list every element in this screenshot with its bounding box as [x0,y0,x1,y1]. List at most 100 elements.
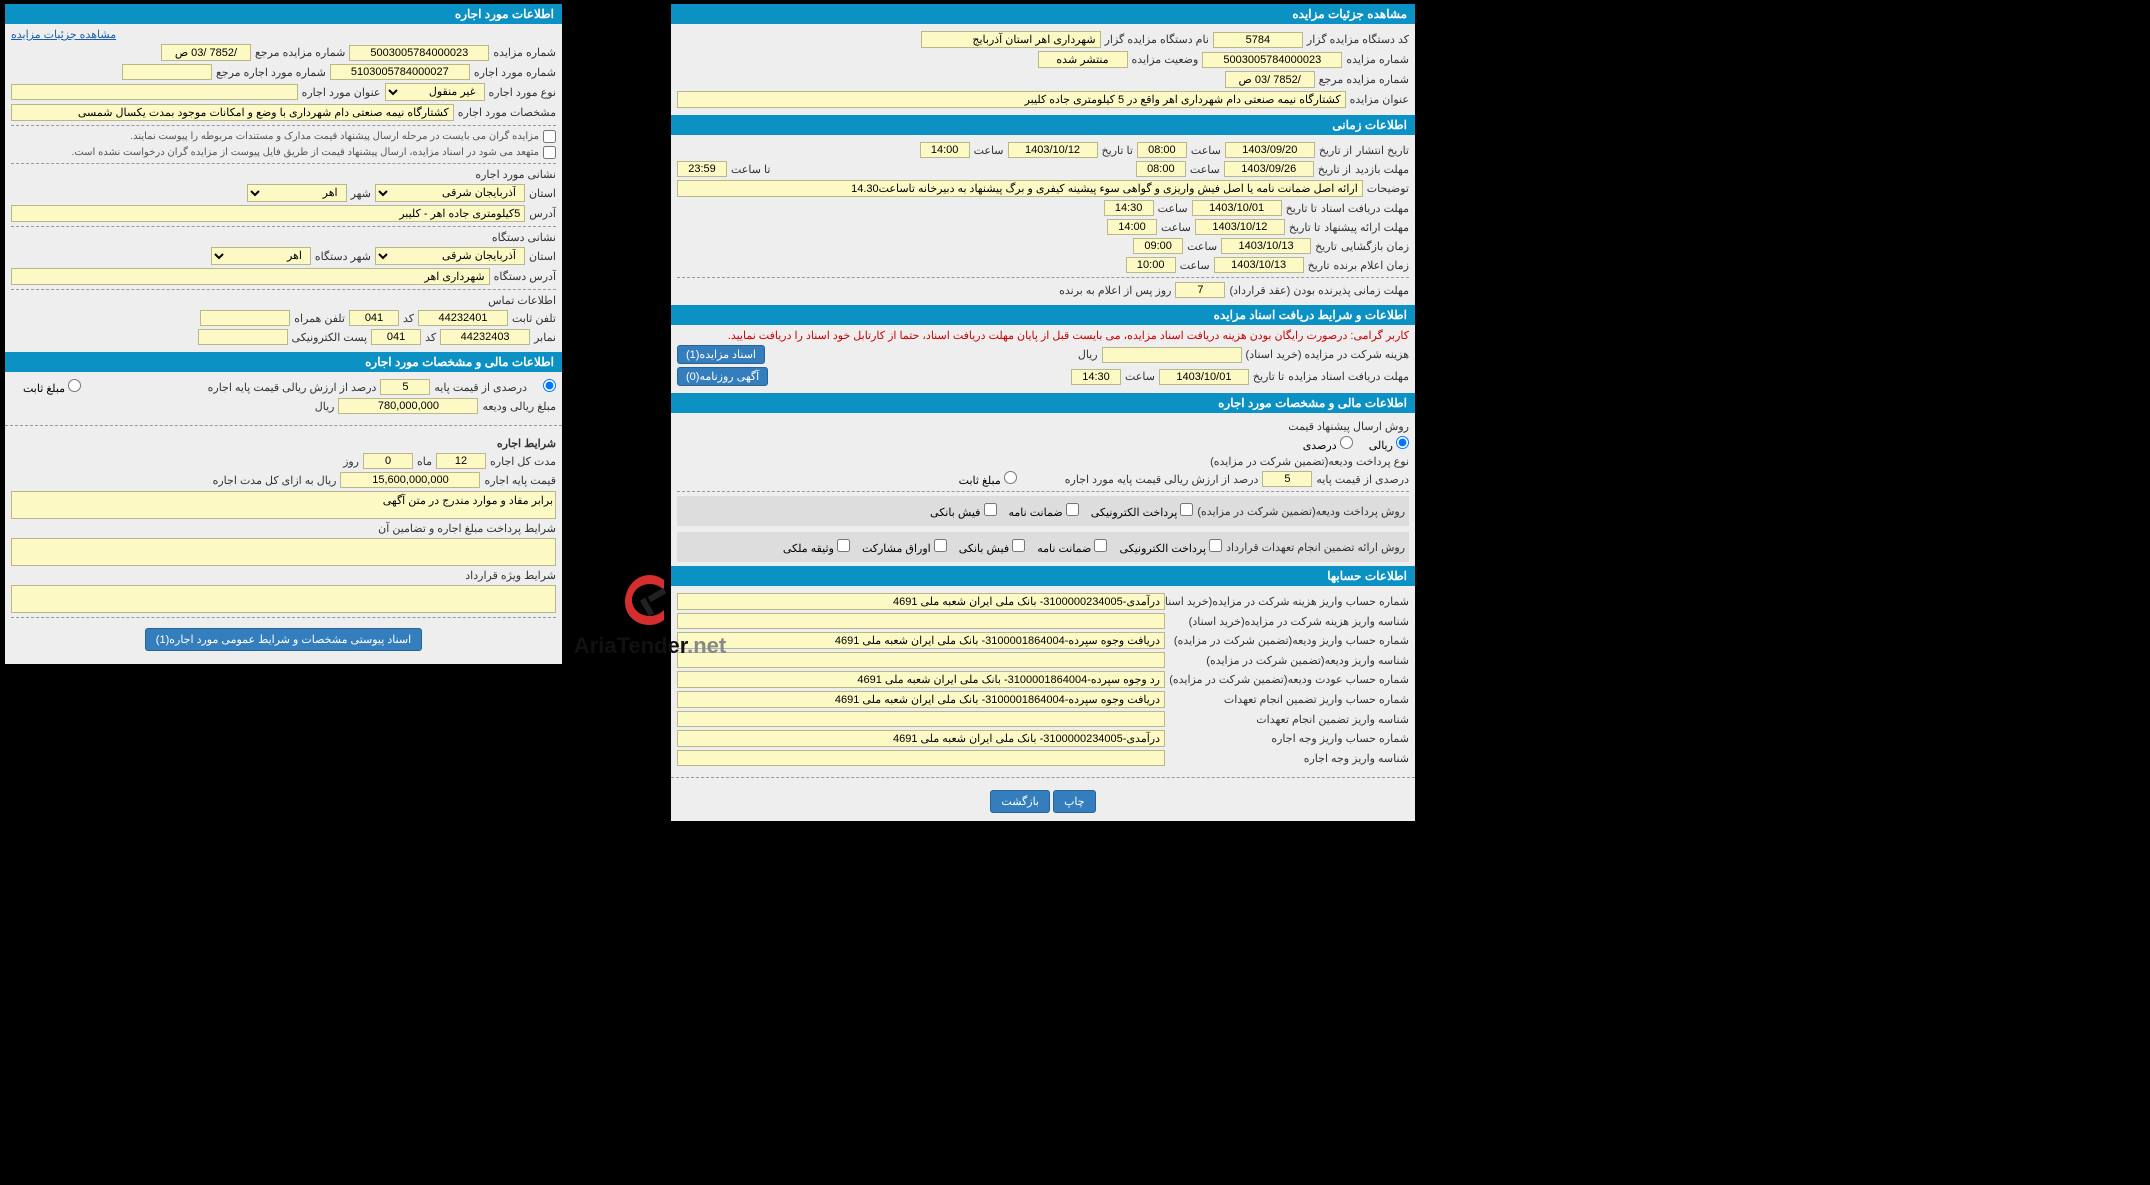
fld-auction-num: 5003005784000023 [1202,52,1342,68]
fld-title: کشتارگاه نیمه صنعتی دام شهرداری اهر واقع… [677,91,1346,108]
fld-doc-to-t: 14:30 [1104,200,1154,216]
fld-open-t: 09:00 [1133,238,1183,254]
lbl-winner: زمان اعلام برنده [1334,259,1409,272]
btn-attach[interactable]: اسناد پیوستی مشخصات و شرایط عمومی مورد ا… [145,628,422,651]
lbl-doc: مهلت دریافت اسناد [1321,202,1409,215]
lbl-status: وضعیت مزایده [1132,53,1199,66]
fld-tel: 44232401 [418,310,508,326]
fld-fax-code: 041 [371,329,421,345]
ta-paycond[interactable] [11,538,556,566]
header-time: اطلاعات زمانی [671,115,1415,135]
chk-guar[interactable]: ضمانت نامه [1009,503,1079,519]
btn-news[interactable]: آگهی روزنامه(0) [677,367,768,386]
lbl-l-title: عنوان مورد اجاره [302,86,381,99]
fld-code: 041 [349,310,399,326]
fld-bid-to: 1403/10/12 [1195,219,1285,235]
header-rent: اطلاعات مورد اجاره [5,4,562,24]
fld-a8: درآمدی-3100000234005- بانک ملی ایران شعب… [677,730,1165,747]
fld-a6: دریافت وجوه سپرده-3100001864004- بانک مل… [677,691,1165,708]
fld-a1: درآمدی-3100000234005- بانک ملی ایران شعب… [677,593,1165,610]
fld-org-addr: شهرداری اهر [11,268,490,285]
chk-note2[interactable] [543,146,556,159]
lbl-pub: تاریخ انتشار [1356,144,1409,157]
note1: مزایده گران می بایست در مرحله ارسال پیشن… [130,131,539,142]
header-acc: اطلاعات حسابها [671,566,1415,586]
radio-fixed[interactable]: مبلغ ثابت [959,471,1017,487]
lbl-org-code: کد دستگاه مزایده گزار [1307,33,1409,46]
chk-bonds[interactable]: اوراق مشارکت [862,539,947,555]
lbl-title: عنوان مزایده [1350,93,1409,106]
btn-docs[interactable]: اسناد مزایده(1) [677,345,765,364]
warning-text: کاربر گرامی: درصورت رایگان بودن هزینه در… [677,329,1409,342]
lbl-a7: شناسه واریز تضمین انجام تعهدات [1169,713,1409,726]
radio-l-fixed[interactable]: مبلغ ثابت [23,379,81,395]
fld-pub-from-t: 08:00 [1137,142,1187,158]
radio-pct[interactable]: درصدی [1303,436,1353,452]
fld-pct-val: 5 [1262,471,1312,487]
chk-note1[interactable] [543,130,556,143]
lbl-a9: شناسه واریز وجه اجاره [1169,752,1409,765]
fld-l-pct: 5 [380,379,430,395]
fld-deadline: 7 [1175,282,1225,298]
lbl-guar2: روش ارائه تضمین انجام تعهدات قرارداد [1226,541,1405,554]
fld-visit-from: 1403/09/26 [1224,161,1314,177]
lbl-l-num: شماره مزایده [493,46,556,59]
chk-guar2[interactable]: ضمانت نامه [1037,539,1107,555]
fld-visit-from-t: 08:00 [1136,161,1186,177]
fld-dur-m: 12 [436,453,486,469]
lbl-pay-method: روش پرداخت ودیعه(تضمین شرکت در مزایده) [1197,505,1405,518]
fld-visit-to-t: 23:59 [677,161,727,177]
lbl-deadline: مهلت زمانی پذیرنده بودن (عقد قرارداد) [1229,284,1409,297]
lbl-l-ref: شماره مزایده مرجع [255,46,345,59]
fld-pub-to: 1403/10/12 [1008,142,1098,158]
fld-l-item: 5103005784000027 [330,64,470,80]
chk-bank2[interactable]: فیش بانکی [959,539,1025,555]
lbl-deadline-sfx: روز پس از اعلام به برنده [1059,284,1171,297]
fld-pub-from: 1403/09/20 [1225,142,1315,158]
sel-org-prov[interactable]: آذربایجان شرقی [375,247,525,265]
fld-l-ref: /7852 /03 ص [161,44,251,61]
fld-recv-to-t: 14:30 [1071,369,1121,385]
fld-fax: 44232403 [440,329,530,345]
lbl-contact: اطلاعات تماس [488,294,556,307]
lbl-org-name: نام دستگاه مزایده گزار [1105,33,1209,46]
sel-city[interactable]: اهر [247,184,347,202]
fld-l-spec: کشتارگاه نیمه صنعتی دام شهرداری با وضع و… [11,104,454,121]
fld-l-num: 5003005784000023 [349,45,489,61]
fld-a7 [677,711,1165,727]
btn-print[interactable]: چاپ [1053,790,1096,813]
fld-a4 [677,652,1165,668]
chk-bank[interactable]: فیش بانکی [930,503,996,519]
fld-winner-d: 1403/10/13 [1214,257,1304,273]
fld-doc-to: 1403/10/01 [1192,200,1282,216]
header-fin: اطلاعات مالی و مشخصات مورد اجاره [671,393,1415,413]
radio-rial[interactable]: ریالی [1369,436,1409,452]
fld-dur-d: 0 [363,453,413,469]
fld-email [198,329,288,345]
sel-org-city[interactable]: اهر [211,247,311,265]
rental-info-panel: اطلاعات مورد اجاره مشاهده جزئیات مزایده … [5,4,562,664]
header-details: مشاهده جزئیات مزایده [671,4,1415,24]
chk-prop[interactable]: وثیقه ملکی [783,539,850,555]
btn-back[interactable]: بازگشت [990,790,1050,813]
sel-prov[interactable]: آذربایجان شرقی [375,184,525,202]
sel-type[interactable]: غیر منقول [385,83,485,101]
link-details[interactable]: مشاهده جزئیات مزایده [11,29,116,41]
lbl-l-item: شماره مورد اجاره [474,66,556,79]
ta-notes[interactable]: برابر مفاد و موارد مندرج در متن آگهی [11,491,556,519]
chk-epay2[interactable]: پرداخت الکترونیکی [1119,539,1222,555]
logo-text: AriaTender.net [570,633,730,659]
fld-pub-to-t: 14:00 [920,142,970,158]
hammer-icon [620,570,680,630]
lbl-recv: مهلت دریافت اسناد مزایده [1288,370,1409,383]
fld-fee [1102,347,1242,363]
fld-a2 [677,613,1165,629]
chk-epay[interactable]: پرداخت الکترونیکی [1091,503,1194,519]
auction-details-panel: مشاهده جزئیات مزایده کد دستگاه مزایده گز… [671,4,1415,821]
lbl-a1: شماره حساب واریز هزینه شرکت در مزایده(خر… [1169,595,1409,608]
lbl-loc: نشانی مورد اجاره [475,168,556,181]
lbl-l-itemref: شماره مورد اجاره مرجع [216,66,326,79]
radio-l-pct[interactable] [543,379,556,395]
ta-speccond[interactable] [11,585,556,613]
fld-l-title [11,84,298,100]
